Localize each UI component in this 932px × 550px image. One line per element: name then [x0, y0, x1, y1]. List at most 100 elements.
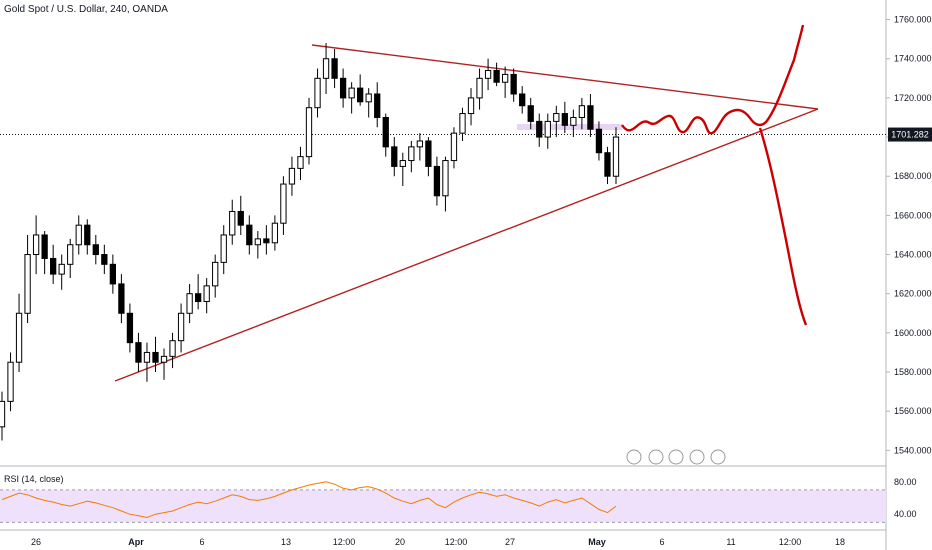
candle [143, 342, 151, 382]
candle-body [50, 257, 57, 275]
last-price-label: 1701.282 [891, 130, 929, 140]
candle [339, 68, 347, 108]
candle-body [382, 116, 389, 148]
candle-body [501, 73, 509, 83]
candle-body [544, 120, 551, 138]
candle [544, 113, 551, 149]
rsi-series: 80.00 40.00 [0, 477, 917, 523]
candle [450, 127, 458, 169]
rsi-title: RSI (14, close) [4, 474, 64, 484]
candle [510, 68, 517, 102]
candle-body [527, 105, 534, 122]
y-tick-label: 1620.000 [894, 289, 932, 299]
candle [75, 215, 82, 255]
candle [416, 133, 424, 161]
candle-body [519, 93, 526, 107]
candle-body [536, 120, 543, 138]
candle [595, 121, 603, 161]
event-icon [668, 449, 684, 465]
candle [467, 88, 475, 126]
candle-body [348, 87, 355, 99]
candle-body [229, 210, 236, 236]
x-tick-label: 11 [726, 537, 735, 547]
y-tick-label: 1560.000 [894, 406, 932, 416]
resistance-trendline [311, 44, 819, 110]
candle [280, 176, 287, 235]
y-tick-label: 1740.000 [894, 54, 932, 64]
candle-body [595, 128, 603, 154]
candle [501, 66, 509, 98]
candle [391, 137, 398, 177]
x-tick-label: 12:00 [779, 537, 802, 547]
candle-body [425, 140, 432, 167]
candle-body [408, 146, 415, 162]
price-tag: 1701.282 [888, 127, 932, 142]
candle-body [604, 152, 611, 177]
candle-body [169, 340, 176, 357]
candle [570, 109, 577, 138]
candle-body [365, 93, 372, 103]
candle-body [484, 69, 492, 79]
y-tick-label: 1660.000 [894, 210, 932, 220]
candle [331, 48, 338, 89]
candle [536, 113, 543, 147]
candle-body [314, 77, 321, 109]
candle-body [67, 244, 74, 265]
candle [271, 215, 279, 251]
x-tick-label: 26 [31, 537, 41, 547]
candle [186, 283, 193, 324]
candle-body [186, 293, 193, 314]
candle [58, 254, 65, 290]
candle-body [374, 93, 381, 118]
candle [50, 244, 57, 284]
candle-body [467, 97, 475, 115]
x-tick-label: 12:00 [445, 537, 468, 547]
candle-body [263, 238, 270, 244]
candle [476, 68, 483, 110]
candle-body [322, 58, 330, 79]
candle-body [570, 116, 577, 126]
y-tick-label: 1540.000 [894, 445, 932, 455]
x-tick-label: 12:00 [333, 537, 356, 547]
candle-body [391, 146, 398, 167]
candle-body [553, 113, 560, 122]
candle [92, 234, 99, 265]
candle-body [271, 222, 279, 244]
candle-body [450, 132, 458, 162]
candle-body [331, 58, 338, 79]
candle [553, 105, 560, 138]
candle-body [220, 234, 227, 263]
x-tick-label: Apr [128, 537, 144, 547]
candle-body [7, 361, 14, 402]
candle [15, 293, 23, 373]
candle-body [101, 254, 108, 265]
y-tick-label: 1720.000 [894, 93, 932, 103]
candle [169, 332, 176, 369]
candle [374, 82, 381, 128]
candle-body [339, 77, 347, 99]
candle-body [203, 285, 210, 303]
candle-body [32, 234, 40, 256]
candle [126, 303, 134, 353]
candle [459, 107, 466, 141]
candle [7, 352, 14, 412]
candle [246, 215, 253, 255]
candle [493, 62, 500, 87]
candle-body [476, 77, 483, 99]
candle [297, 146, 304, 181]
candle-body [135, 342, 142, 363]
candle [194, 274, 202, 310]
candle [425, 137, 432, 177]
candle-body [357, 87, 364, 103]
x-tick-label: 13 [281, 537, 291, 547]
candle-body [433, 165, 441, 197]
y-tick-label: 1760.000 [894, 15, 932, 25]
rsi-tick-label: 80.00 [894, 477, 917, 487]
candle [212, 254, 219, 298]
x-tick-label: 27 [505, 537, 515, 547]
candle-body [612, 136, 620, 177]
candle-body [587, 105, 594, 130]
candle-body [212, 261, 219, 287]
candle [101, 244, 108, 275]
